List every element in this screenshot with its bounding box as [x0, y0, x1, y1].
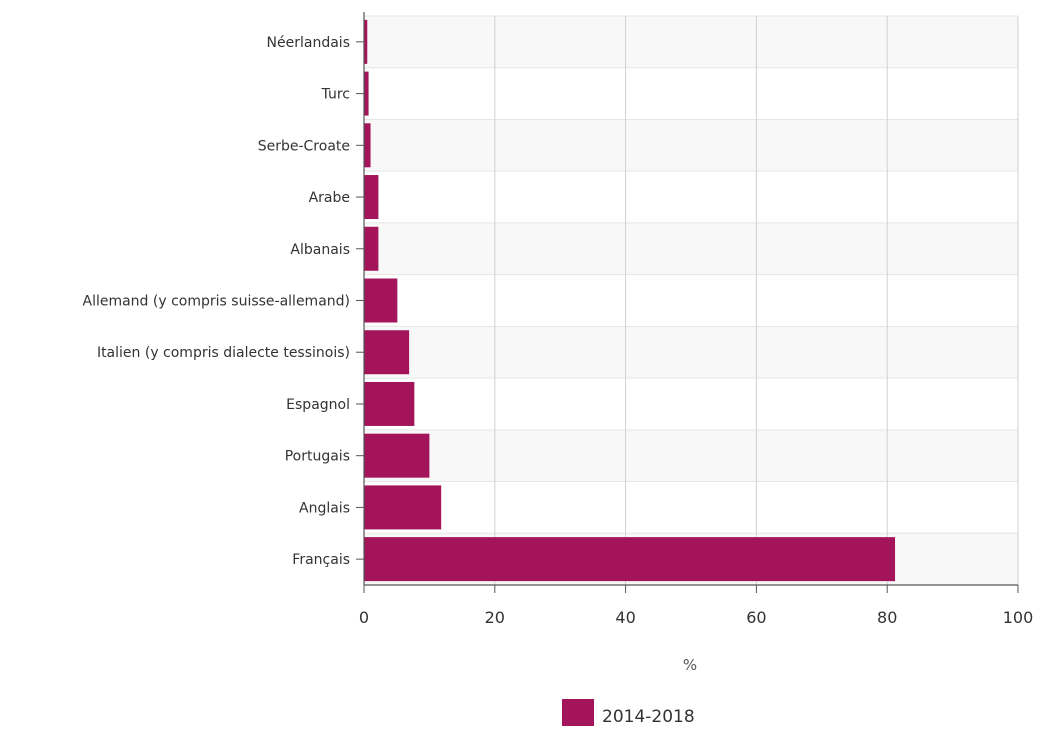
x-tick-label: 0	[359, 608, 369, 627]
row-band	[364, 119, 1018, 172]
row-band	[364, 171, 1018, 223]
x-tick-label: 40	[615, 608, 635, 627]
bar[interactable]	[364, 175, 379, 220]
bar[interactable]	[364, 485, 442, 530]
x-tick-labels: 0 20 40 60 80 100	[359, 608, 1033, 627]
row-band	[364, 326, 1018, 379]
x-tick-label: 80	[877, 608, 897, 627]
gridlines	[494, 16, 1019, 585]
category-labels: Néerlandais Turc Serbe-Croate Arabe Albanais…	[83, 35, 351, 568]
bar[interactable]	[364, 19, 368, 64]
legend[interactable]: 2014-2018	[562, 699, 695, 727]
x-tick-label: 20	[485, 608, 505, 627]
row-band	[364, 378, 1018, 430]
category-label: Néerlandais	[267, 35, 350, 51]
axes	[356, 12, 1019, 593]
category-label: Albanais	[290, 242, 350, 258]
row-band	[364, 16, 1018, 68]
category-label: Anglais	[299, 500, 350, 516]
bar[interactable]	[364, 433, 430, 478]
row-band	[364, 222, 1018, 275]
row-band	[364, 429, 1018, 482]
category-label: Français	[292, 552, 350, 568]
category-label: Arabe	[309, 190, 350, 206]
row-band	[364, 481, 1018, 534]
category-label: Turc	[321, 87, 350, 103]
bar[interactable]	[364, 123, 371, 168]
category-label: Italien (y compris dialecte tessinois)	[97, 345, 350, 361]
category-label: Allemand (y compris suisse-allemand)	[83, 294, 351, 310]
bar[interactable]	[364, 71, 369, 116]
bar[interactable]	[364, 278, 398, 323]
row-bands	[364, 15, 1018, 585]
x-tick-label: 60	[746, 608, 766, 627]
x-axis-title: %	[683, 656, 697, 674]
bar[interactable]	[364, 226, 379, 271]
legend-label: 2014-2018	[602, 707, 695, 726]
bar[interactable]	[364, 381, 415, 426]
row-band	[364, 274, 1018, 327]
legend-swatch	[562, 699, 594, 726]
bars	[364, 19, 896, 582]
category-label: Espagnol	[286, 397, 350, 413]
x-tick-label: 100	[1003, 608, 1034, 627]
bar[interactable]	[364, 330, 410, 375]
row-band	[364, 67, 1018, 120]
category-label: Portugais	[285, 449, 350, 465]
category-label: Serbe-Croate	[258, 138, 350, 154]
bar[interactable]	[364, 537, 896, 582]
